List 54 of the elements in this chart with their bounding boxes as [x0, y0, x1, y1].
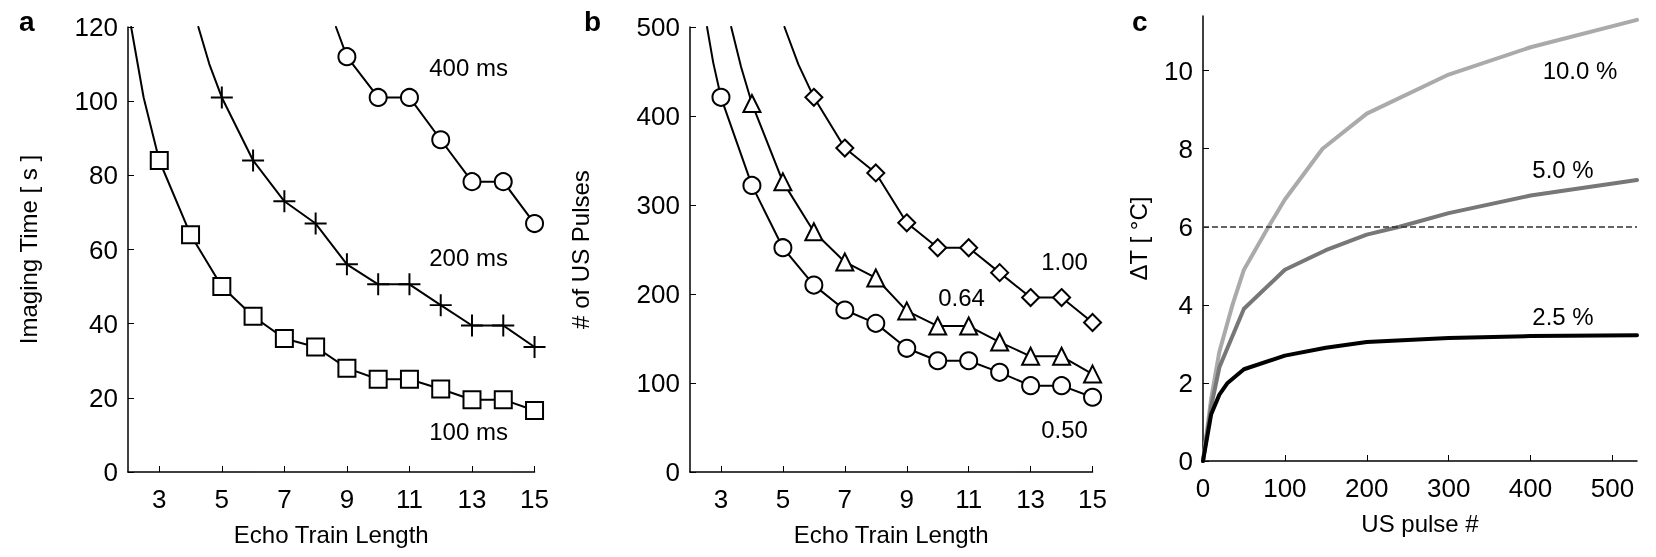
y-tick-label: 120 — [74, 12, 118, 42]
x-tick-label: 200 — [1345, 473, 1389, 503]
x-tick-label: 15 — [1078, 484, 1107, 514]
y-tick-label: 400 — [636, 101, 680, 131]
y-tick-label: 2 — [1178, 367, 1193, 398]
x-axis-title: Echo Train Length — [793, 520, 989, 548]
x-tick-label: 7 — [277, 484, 292, 514]
y-tick-label: 4 — [1178, 289, 1193, 320]
series-label: 0.64 — [938, 283, 985, 311]
y-tick-label: 100 — [636, 368, 680, 398]
x-tick-label: 3 — [152, 484, 167, 514]
y-tick-label: 6 — [1178, 211, 1193, 242]
y-axis-title: Imaging Time [ s ] — [14, 154, 42, 345]
x-tick-label: 11 — [395, 484, 423, 514]
y-axis-title: # of US Pulses — [566, 170, 594, 329]
x-tick-label: 13 — [457, 484, 487, 514]
series-label: 100 ms — [429, 417, 508, 445]
x-tick-label: 9 — [899, 484, 914, 514]
y-tick-label: 20 — [89, 382, 118, 413]
x-tick-label: 500 — [1590, 473, 1635, 503]
x-tick-label: 5 — [775, 484, 791, 514]
y-tick-label: 8 — [1178, 133, 1193, 164]
y-tick-label: 300 — [636, 190, 680, 220]
y-tick-label: 10 — [1164, 55, 1193, 86]
x-tick-label: 11 — [955, 484, 983, 514]
x-tick-label: 300 — [1426, 473, 1471, 503]
x-axis-title: Echo Train Length — [233, 520, 429, 548]
series-label: 5.0 % — [1532, 156, 1594, 184]
x-tick-label: 15 — [520, 484, 549, 514]
x-tick-label: 5 — [214, 484, 230, 514]
y-tick-label: 60 — [89, 234, 118, 265]
x-tick-label: 13 — [1016, 484, 1046, 514]
y-tick-label: 40 — [89, 308, 118, 339]
chart-title: c — [1132, 5, 1148, 37]
y-tick-label: 500 — [636, 12, 680, 42]
y-axis-title: ΔT [ °C] — [1124, 196, 1152, 281]
x-tick-label: 400 — [1508, 473, 1553, 503]
x-tick-label: 3 — [713, 484, 729, 514]
chart-title: a — [19, 5, 35, 37]
x-tick-label: 100 — [1263, 473, 1307, 503]
series-label: 400 ms — [429, 54, 508, 82]
y-tick-label: 100 — [74, 86, 118, 117]
x-axis-title: US pulse # — [1361, 509, 1480, 537]
series-label: 10.0 % — [1542, 57, 1618, 85]
series-label: 200 ms — [429, 243, 508, 271]
x-tick-label: 9 — [339, 484, 355, 514]
y-tick-label: 200 — [636, 279, 680, 309]
series-label: 1.00 — [1041, 247, 1088, 275]
series-label: 2.5 % — [1532, 302, 1594, 330]
y-tick-label: 80 — [89, 160, 118, 191]
x-tick-label: 7 — [837, 484, 853, 514]
y-tick-label: 0 — [1178, 446, 1193, 476]
series-label: 0.50 — [1041, 415, 1088, 443]
chart-title: b — [584, 5, 602, 37]
